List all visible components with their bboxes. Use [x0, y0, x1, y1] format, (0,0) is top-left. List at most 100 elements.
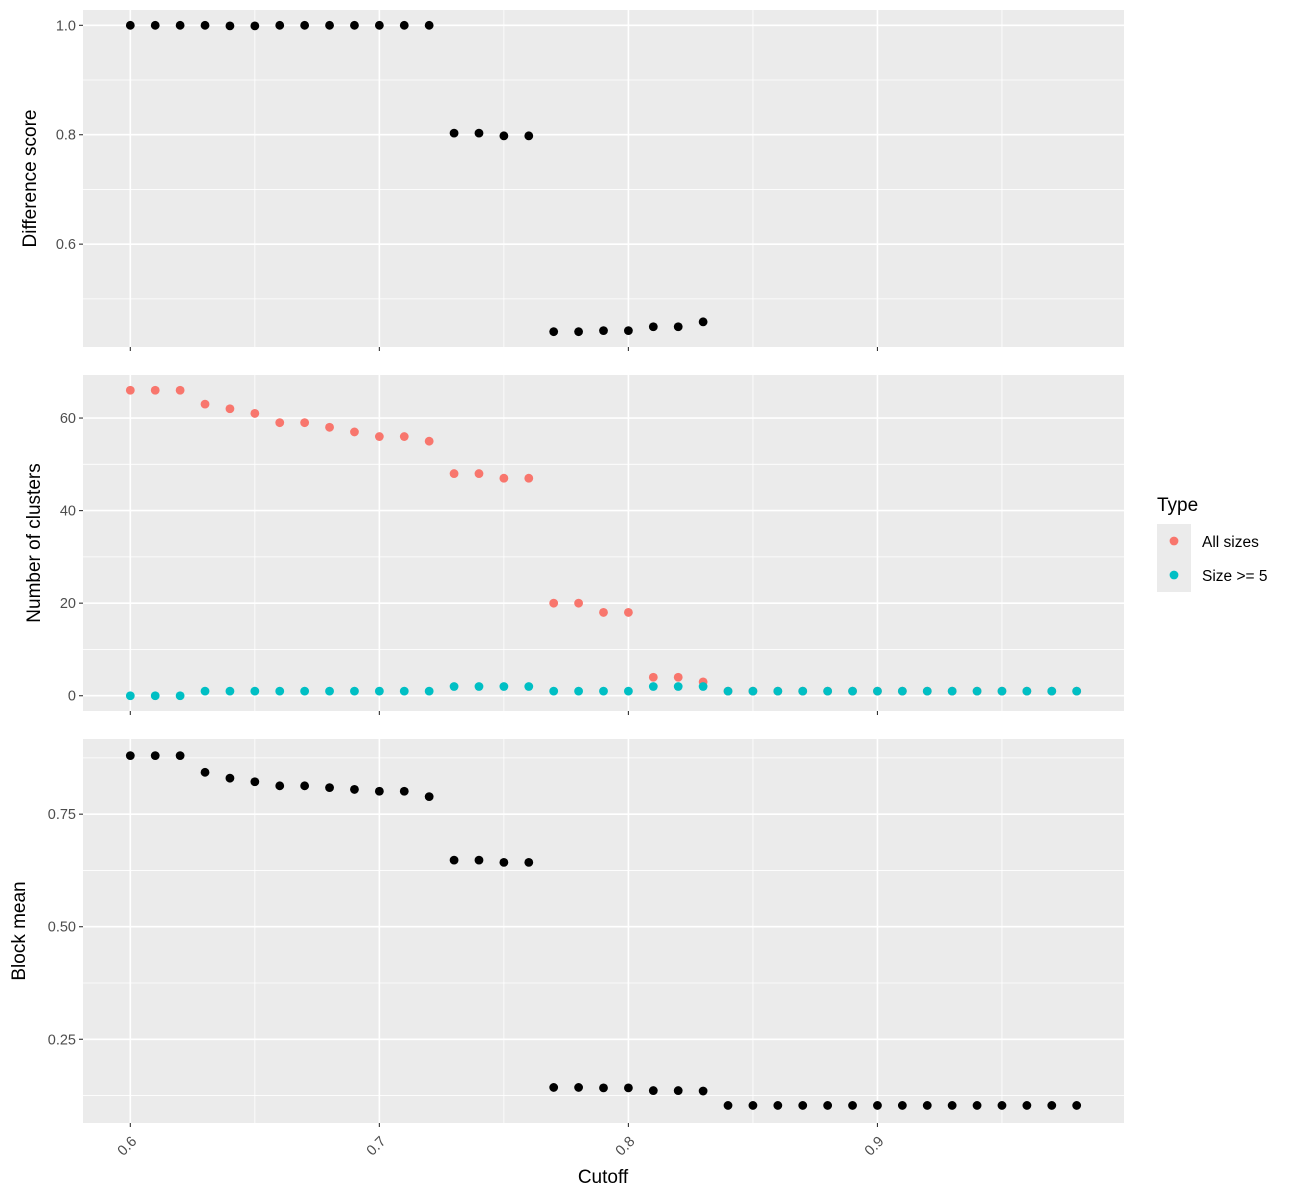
data-point — [175, 385, 185, 395]
legend: Type All sizes Size >= 5 — [1157, 495, 1268, 592]
data-point — [225, 21, 235, 31]
data-point — [823, 686, 833, 696]
data-point — [350, 427, 359, 437]
data-point — [499, 857, 509, 867]
data-point — [873, 686, 882, 696]
data-point — [325, 20, 334, 30]
data-point — [922, 686, 932, 696]
series-points — [125, 682, 1082, 701]
data-point — [200, 20, 210, 30]
y-tick-label: 20 — [60, 596, 76, 612]
data-point — [648, 322, 658, 332]
data-point — [599, 608, 608, 617]
legend-label: Size >= 5 — [1202, 568, 1268, 585]
data-point — [374, 786, 384, 796]
data-point — [624, 1083, 633, 1093]
data-point — [474, 855, 484, 865]
data-point — [897, 686, 907, 696]
data-point — [997, 686, 1007, 696]
data-point — [449, 855, 459, 865]
y-tick-label: 0.6 — [56, 237, 76, 253]
data-point — [748, 686, 758, 696]
y-axis-title: Number of clusters — [24, 463, 45, 622]
data-point — [574, 598, 583, 608]
data-point — [624, 326, 633, 335]
data-point — [250, 686, 260, 696]
data-point — [947, 686, 957, 696]
data-point — [275, 20, 285, 30]
data-point — [225, 686, 235, 696]
legend-title: Type — [1157, 495, 1198, 516]
data-point — [275, 686, 285, 696]
data-point — [300, 781, 310, 791]
data-point — [599, 686, 608, 696]
data-point — [125, 751, 135, 761]
data-point — [673, 682, 683, 691]
data-point — [300, 20, 310, 30]
data-point — [673, 1086, 683, 1095]
data-point — [524, 857, 534, 867]
data-point — [275, 418, 285, 428]
data-point — [574, 686, 583, 696]
series-points — [125, 20, 708, 337]
data-point — [250, 21, 260, 31]
data-point — [225, 773, 235, 783]
data-point — [1072, 686, 1082, 696]
data-point — [399, 20, 409, 30]
x-tick-label: 0.7 — [364, 1134, 390, 1160]
data-point — [350, 20, 359, 30]
data-point — [200, 767, 210, 777]
x-tick-label: 0.6 — [115, 1134, 141, 1160]
data-point — [175, 20, 185, 30]
y-tick-label: 40 — [60, 504, 76, 520]
panel-2: 0 20 40 60 Number of clusters — [24, 375, 1124, 715]
data-point — [1047, 1101, 1057, 1110]
data-point — [698, 317, 708, 327]
data-point — [150, 691, 160, 701]
data-point — [449, 128, 459, 138]
data-point — [250, 409, 260, 418]
x-axis: Cutoff 0.6 0.7 0.8 0.9 — [115, 1134, 888, 1188]
data-point — [648, 1086, 658, 1095]
panel-background — [83, 375, 1124, 711]
data-point — [972, 686, 982, 696]
data-point — [823, 1101, 833, 1110]
data-point — [773, 686, 783, 696]
data-point — [748, 1101, 758, 1110]
data-point — [125, 20, 135, 30]
data-point — [723, 686, 733, 696]
data-point — [449, 469, 459, 478]
data-point — [549, 1083, 559, 1092]
data-point — [449, 682, 459, 691]
data-point — [374, 432, 384, 441]
data-point — [424, 436, 434, 446]
x-tick-label: 0.9 — [862, 1134, 888, 1160]
data-point — [150, 20, 160, 30]
data-point — [175, 751, 185, 761]
panel-background — [83, 739, 1124, 1123]
data-point — [374, 20, 384, 30]
legend-key-point — [1169, 570, 1179, 580]
y-tick-label: 1.0 — [56, 18, 76, 34]
data-point — [325, 422, 334, 432]
data-point — [947, 1101, 957, 1110]
y-tick-label: 0.50 — [48, 920, 76, 936]
data-point — [524, 473, 534, 483]
panel-3: 0.25 0.50 0.75 Block mean — [9, 739, 1124, 1127]
data-point — [848, 686, 857, 696]
data-point — [1022, 1101, 1032, 1110]
data-point — [374, 686, 384, 696]
data-point — [972, 1101, 982, 1110]
data-point — [922, 1101, 932, 1110]
y-tick-label: 0.75 — [48, 807, 76, 823]
data-point — [175, 691, 185, 701]
data-point — [1047, 686, 1057, 696]
data-point — [798, 1101, 808, 1110]
y-axis-title: Difference score — [20, 110, 41, 248]
x-axis-title: Cutoff — [578, 1167, 629, 1188]
data-point — [150, 385, 160, 395]
data-point — [997, 1101, 1007, 1110]
data-point — [499, 131, 509, 141]
data-point — [399, 786, 409, 796]
